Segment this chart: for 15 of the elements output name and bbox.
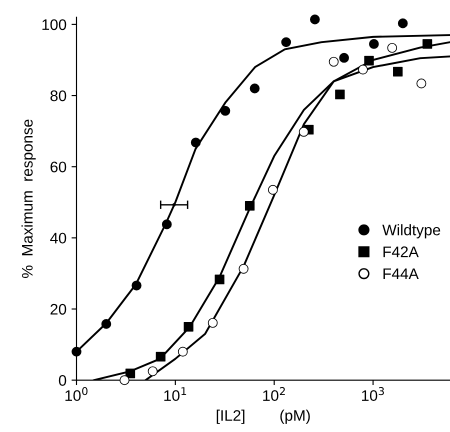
legend-label: F42A — [384, 246, 419, 258]
x-tick-label: 10$^{3}$ — [362, 387, 384, 401]
y-tick-label: 100 — [42, 19, 66, 30]
y-tick-label: 60 — [50, 162, 66, 172]
legend-label: Wildtype — [382, 224, 440, 238]
x-tick-label: 10$^{2}$ — [263, 387, 285, 401]
y-axis-title: % Maximum response — [21, 120, 36, 278]
y-tick-label: 80 — [50, 90, 66, 102]
x-tick-label: 10$^{0}$ — [65, 387, 88, 401]
y-tick-label: 20 — [50, 304, 66, 315]
y-tick-label: 40 — [50, 232, 66, 244]
legend-label: F44A — [384, 268, 419, 279]
y-tick-label: 0 — [58, 375, 66, 386]
x-axis-title: [IL2] (pM) — [216, 410, 310, 424]
x-tick-label: 10$^{1}$ — [164, 387, 186, 401]
